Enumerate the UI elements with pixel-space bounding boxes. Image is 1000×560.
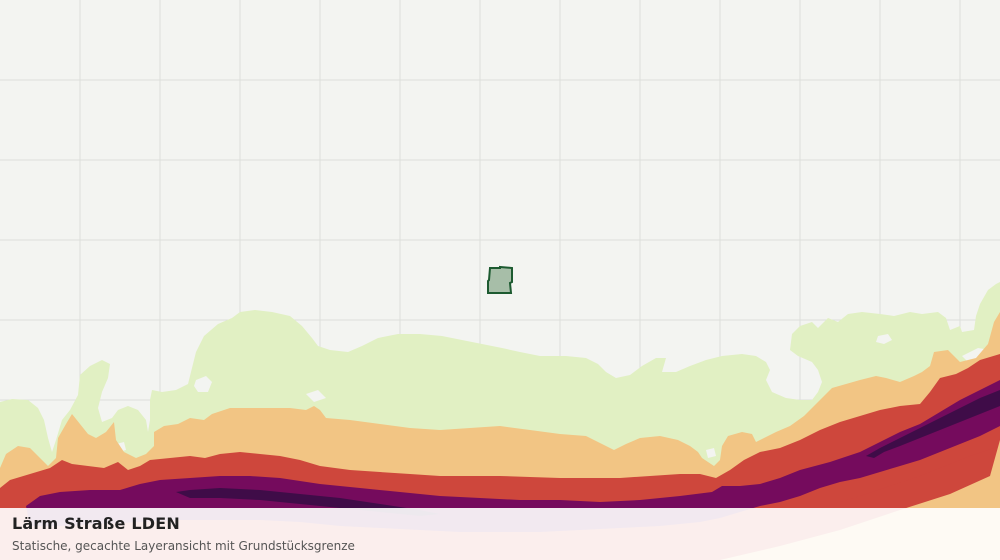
noise-band-5-east <box>866 390 1000 458</box>
noise-band-1-gap <box>706 448 716 458</box>
parcel[interactable] <box>487 265 513 294</box>
layer-title: Lärm Straße LDEN <box>12 514 180 533</box>
layer-subtitle: Statische, gecachte Layeransicht mit Gru… <box>12 539 355 553</box>
plot-boundary[interactable] <box>487 265 513 294</box>
map-caption: Lärm Straße LDEN Statische, gecachte Lay… <box>0 508 1000 560</box>
noise-band-1-gap <box>876 334 892 344</box>
noise-band-1-gap <box>306 390 326 402</box>
noise-band-1-gap <box>194 376 212 392</box>
